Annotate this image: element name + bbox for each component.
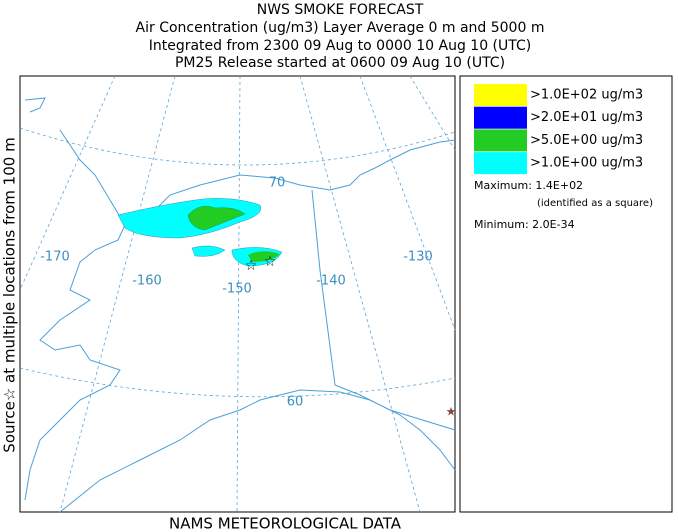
legend-label: >2.0E+01 ug/m3 xyxy=(530,110,643,125)
subtitle: Integrated from 2300 09 Aug to 0000 10 A… xyxy=(149,38,532,54)
border xyxy=(311,189,456,431)
latitude-label: 60 xyxy=(287,395,304,410)
meridian xyxy=(409,75,456,151)
longitude-label: -150 xyxy=(222,282,252,297)
title: NWS SMOKE FORECAST xyxy=(257,2,424,18)
footer: NAMS METEOROLOGICAL DATA xyxy=(169,515,402,532)
meridian xyxy=(236,75,241,513)
maximum-note: (identified as a square) xyxy=(537,198,653,209)
maximum: Maximum: 1.4E+02 xyxy=(474,179,583,192)
source-star: ☆ xyxy=(264,254,277,270)
legend-swatch xyxy=(474,106,527,129)
legend-label: >5.0E+00 ug/m3 xyxy=(530,133,643,148)
longitude-label: -140 xyxy=(316,274,346,289)
longitude-label: -160 xyxy=(132,274,162,289)
coastline xyxy=(59,389,456,513)
legend-swatch xyxy=(474,84,527,106)
smoke-plume xyxy=(248,251,280,262)
map: ☆ ☆ ★ -170 -160 -150 -140 -130 70 60 xyxy=(19,75,457,513)
legend-swatch xyxy=(474,152,527,175)
source-star: ☆ xyxy=(245,258,258,274)
coastline xyxy=(24,97,126,501)
parallel xyxy=(19,367,456,398)
minimum: Minimum: 2.0E-34 xyxy=(474,218,575,231)
source-star: ★ xyxy=(446,405,457,419)
smoke-plume xyxy=(187,205,246,231)
subtitle: PM25 Release started at 0600 09 Aug 10 (… xyxy=(175,55,505,71)
coastline xyxy=(124,139,456,226)
latitude-label: 70 xyxy=(269,176,286,191)
legend-label: >1.0E+02 ug/m3 xyxy=(530,88,643,103)
longitude-label: -130 xyxy=(403,250,433,265)
map-frame xyxy=(19,75,456,513)
legend-label: >1.0E+00 ug/m3 xyxy=(530,156,643,171)
parallel xyxy=(19,127,456,166)
side-label: Source☆ at multiple locations from 100 m xyxy=(1,137,19,452)
longitude-label: -170 xyxy=(40,250,70,265)
legend: Maximum: 1.4E+02 (identified as a square… xyxy=(459,75,673,513)
subtitle: Air Concentration (ug/m3) Layer Average … xyxy=(136,20,545,36)
legend-swatch xyxy=(474,129,527,152)
